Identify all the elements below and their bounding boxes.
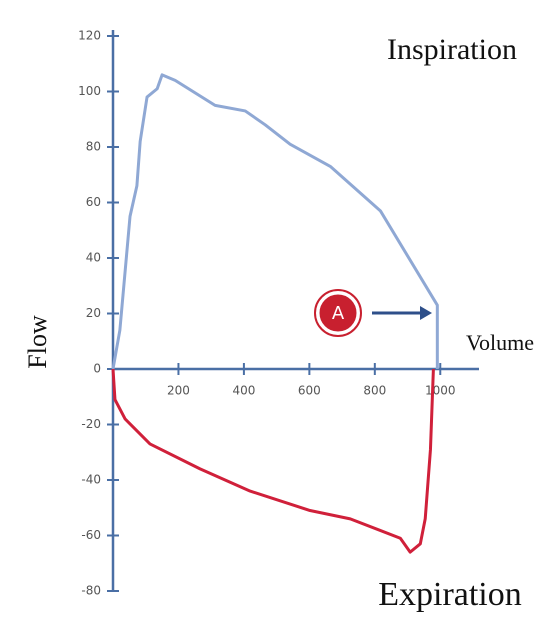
x-axis-label: Volume [466, 330, 534, 355]
y-tick-label: 20 [86, 306, 101, 320]
marker-circle [316, 291, 360, 335]
flow-curve [111, 368, 435, 554]
marker-ring [314, 289, 362, 337]
arrow-head [420, 306, 432, 320]
y-tick-label: 100 [78, 84, 101, 98]
y-tick-label: -80 [81, 584, 101, 598]
expiration-label: Expiration [378, 576, 522, 613]
y-tick-label: 120 [78, 29, 101, 43]
y-tick-label: 40 [86, 251, 101, 265]
flow-curve [111, 73, 439, 370]
x-tick-label: 400 [232, 384, 255, 398]
y-tick-label: 80 [86, 140, 101, 154]
y-tick-label: 60 [86, 195, 101, 209]
inspiration-label: Inspiration [387, 33, 517, 66]
x-tick-label: 600 [298, 384, 321, 398]
x-tick-label: 800 [363, 384, 386, 398]
y-tick-label: -20 [81, 417, 101, 431]
marker-label: A [332, 303, 345, 324]
x-tick-label: 200 [167, 384, 190, 398]
x-tick-label: 1000 [425, 384, 456, 398]
y-tick-label: -60 [81, 528, 101, 542]
y-tick-label: 0 [93, 362, 101, 376]
y-tick-label: -40 [81, 473, 101, 487]
y-axis-label: Flow [23, 315, 52, 369]
